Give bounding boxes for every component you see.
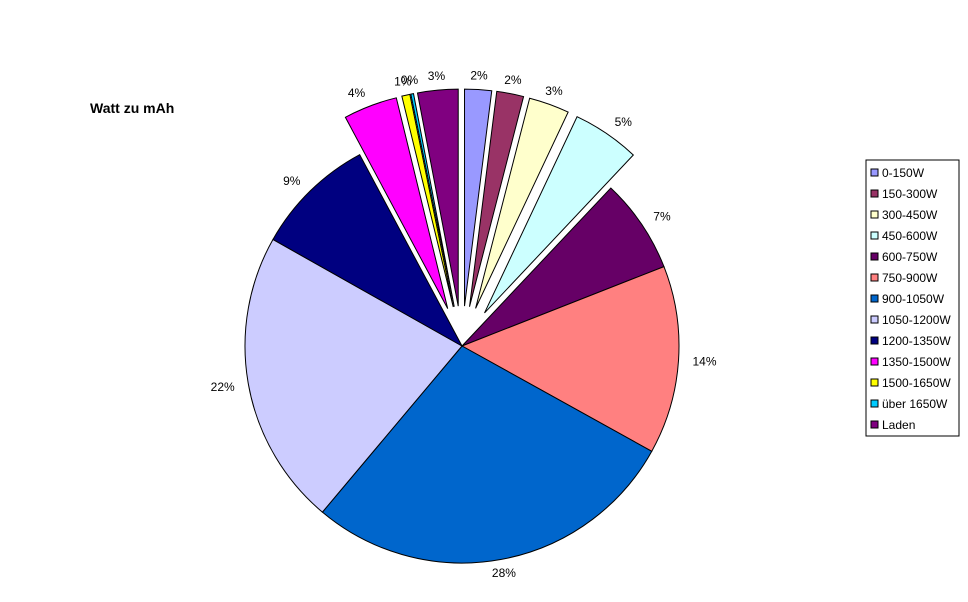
legend-label-600-750w: 600-750W <box>882 250 938 264</box>
pie-label-1350-1500w: 4% <box>348 86 366 100</box>
legend-swatch-laden <box>870 420 879 429</box>
legend-label-ueber-1650w: über 1650W <box>882 397 948 411</box>
pie-labels: 2% 2% 3% 5% 7% 14% 28% 22% 9% 4% 1%0% 3% <box>211 69 717 581</box>
pie-slice-150-300w <box>469 90 525 307</box>
pie-slice-1350-1500w <box>344 97 449 309</box>
legend-label-300-450w: 300-450W <box>882 208 938 222</box>
pie-label-150-300w: 2% <box>504 73 522 87</box>
legend-label-150-300w: 150-300W <box>882 187 938 201</box>
pie-slice-0-150w <box>464 88 493 307</box>
pie-label-600-750w: 7% <box>653 210 671 224</box>
legend: 0-150W 150-300W 300-450W 450-600W 600-750W 75… <box>865 159 960 437</box>
legend-swatch-300-450w <box>870 210 879 219</box>
legend-label-450-600w: 450-600W <box>882 229 938 243</box>
legend-label-1350-1500w: 1350-1500W <box>882 355 951 369</box>
legend-label-laden: Laden <box>882 418 915 432</box>
chart-title: Watt zu mAh <box>90 100 174 116</box>
pie-label-300-450w: 3% <box>545 84 563 98</box>
legend-label-900-1050w: 900-1050W <box>882 292 945 306</box>
legend-box <box>865 159 960 437</box>
legend-swatch-900-1050w <box>870 294 879 303</box>
pie-slice-450-600w <box>484 116 635 314</box>
pie-label-0-150w: 2% <box>470 69 488 83</box>
legend-swatch-1500-1650w <box>870 378 879 387</box>
pie-slice-ueber-1650w <box>410 93 455 307</box>
pie-label-900-1050w: 28% <box>492 566 516 580</box>
legend-label-1200-1350w: 1200-1350W <box>882 334 951 348</box>
pie-label-750-900w: 14% <box>692 354 716 368</box>
pie-slice-750-900w <box>460 265 680 453</box>
legend-swatch-750-900w <box>870 273 879 282</box>
legend-swatch-600-750w <box>870 252 879 261</box>
legend-swatch-1350-1500w <box>870 357 879 366</box>
legend-swatch-1050-1200w <box>870 315 879 324</box>
pie-slice-900-1050w <box>321 345 653 564</box>
pie-slices <box>244 88 680 564</box>
legend-swatch-0-150w <box>870 168 879 177</box>
legend-label-750-900w: 750-900W <box>882 271 938 285</box>
legend-label-1050-1200w: 1050-1200W <box>882 313 951 327</box>
legend-swatch-ueber-1650w <box>870 399 879 408</box>
legend-swatch-1200-1350w <box>870 336 879 345</box>
pie-slice-1500-1650w <box>401 93 454 308</box>
pie-label-450-600w: 5% <box>615 115 633 129</box>
pie-slice-laden <box>416 88 459 307</box>
pie-label-ueber-1650w: 0% <box>401 73 419 87</box>
pie-label-1050-1200w: 22% <box>211 380 235 394</box>
pie-slice-300-450w <box>475 97 569 309</box>
pie-label-1200-1350w: 9% <box>283 174 301 188</box>
pie-slice-1200-1350w <box>272 153 464 348</box>
legend-swatch-450-600w <box>870 231 879 240</box>
legend-label-0-150w: 0-150W <box>882 166 925 180</box>
legend-swatch-150-300w <box>870 189 879 198</box>
pie-label-1500-1650w: 1% <box>394 75 412 89</box>
legend-label-1500-1650w: 1500-1650W <box>882 376 951 390</box>
pie-label-laden: 3% <box>428 69 446 83</box>
pie-slice-1050-1200w <box>244 238 463 513</box>
